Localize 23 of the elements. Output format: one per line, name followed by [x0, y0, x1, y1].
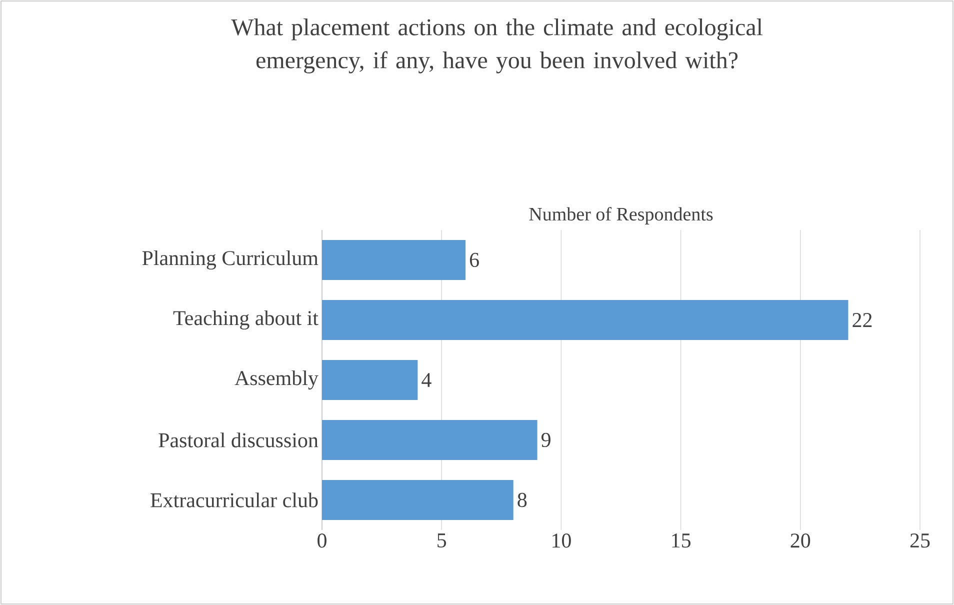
data-label: 4: [422, 373, 432, 387]
x-tick-label: 0: [318, 534, 326, 548]
x-tick-label: 20: [790, 534, 810, 548]
y-tick-label: Teaching about it: [173, 310, 318, 330]
y-tick-label: Assembly: [234, 370, 318, 390]
data-label: 9: [541, 432, 550, 448]
chart-title: What placement actions on the climate and ecological emergency, if any, have you been involved with?: [231, 18, 762, 74]
x-axis-title: Number of Respondents: [529, 207, 713, 224]
data-label: 8: [518, 492, 527, 508]
y-tick-label: Planning Curriculum: [142, 250, 318, 270]
x-tick-label: 10: [552, 534, 571, 548]
x-tick-label: 15: [672, 534, 690, 548]
bar: [322, 240, 466, 280]
bar: [322, 480, 514, 520]
bar: [322, 420, 538, 460]
y-tick-label: Extracurricular club: [150, 492, 318, 508]
x-tick-label: 25: [910, 534, 930, 548]
data-label: 6: [470, 252, 479, 268]
bar: [322, 360, 418, 400]
data-label: 22: [852, 313, 872, 327]
x-tick-label: 5: [438, 534, 446, 548]
y-tick-label: Pastoral discussion: [158, 432, 318, 448]
bar: [322, 300, 848, 340]
